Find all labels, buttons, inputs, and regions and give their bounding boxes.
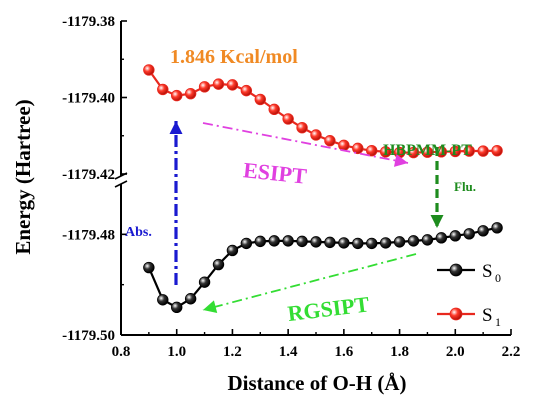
- data-point-S0: [282, 235, 294, 247]
- data-point-S1: [477, 145, 489, 157]
- data-point-S1: [226, 79, 239, 91]
- data-point-S1: [157, 83, 169, 96]
- x-tick-label: 1.2: [223, 344, 242, 360]
- rgsipt-arrow: [202, 253, 417, 311]
- y-tick-label: -1179.48: [62, 227, 115, 243]
- data-point-S0: [421, 234, 434, 246]
- legend-marker: [449, 307, 463, 321]
- data-point-S1: [463, 145, 475, 157]
- data-point-S1: [421, 146, 434, 158]
- legend-label-subscript: 0: [495, 271, 501, 285]
- data-point-S1: [268, 103, 280, 116]
- esipt-arrow-head: [393, 154, 408, 167]
- legend: S 0S 1: [437, 261, 501, 329]
- y-tick-label: -1179.42: [62, 167, 115, 183]
- axis-break-mark: [114, 180, 128, 188]
- data-point-S0: [352, 237, 364, 250]
- absorption-arrow-head: [169, 121, 183, 134]
- y-tick-label: -1179.40: [62, 91, 115, 107]
- data-point-S1: [296, 122, 308, 134]
- data-point-S0: [435, 232, 448, 244]
- x-tick-label: 1.8: [390, 344, 409, 360]
- data-point-S0: [379, 237, 392, 249]
- data-point-S0: [171, 301, 183, 314]
- data-point-S0: [268, 235, 280, 247]
- esipt-arrow: [202, 122, 409, 164]
- annotation-rgsipt: RGSIPT: [286, 291, 371, 326]
- data-point-S0: [463, 228, 475, 240]
- data-point-S0: [198, 276, 211, 288]
- data-point-S1: [198, 81, 211, 93]
- data-point-S1: [282, 113, 294, 125]
- data-point-S1: [212, 78, 225, 90]
- data-point-S1: [324, 135, 336, 147]
- data-point-S0: [366, 237, 378, 250]
- data-point-S0: [212, 258, 225, 271]
- data-point-S0: [310, 236, 322, 248]
- data-point-S0: [393, 236, 406, 248]
- rgsipt-arrow-head: [203, 300, 218, 313]
- annotation-barrier: 1.846 Kcal/mol: [170, 46, 298, 68]
- data-point-S1: [491, 144, 503, 157]
- data-point-S1: [338, 139, 350, 152]
- data-point-S1: [449, 145, 461, 158]
- legend-label-subscript: 1: [495, 315, 501, 329]
- data-point-S1: [184, 87, 197, 100]
- data-point-S0: [157, 294, 169, 306]
- annotation-abs: Abs.: [125, 225, 152, 240]
- y-axis-label: Energy (Hartree): [11, 99, 35, 254]
- annotation-hbpmm: HBPMM-PT: [383, 142, 472, 159]
- data-point-S0: [254, 235, 266, 248]
- data-point-S1: [366, 144, 378, 157]
- data-point-S0: [240, 237, 253, 250]
- data-point-S0: [449, 230, 461, 242]
- data-point-S0: [143, 261, 155, 274]
- fluorescence-arrow-head: [430, 215, 444, 228]
- x-tick-label: 0.8: [112, 344, 131, 360]
- annotations: 1.846 Kcal/mol HBPMM-PT ESIPT RGSIPT Abs. Flu…: [125, 46, 476, 326]
- legend-label: S: [482, 305, 493, 326]
- data-point-S1: [143, 64, 155, 76]
- data-point-S0: [226, 244, 239, 257]
- y-tick-label: -1179.38: [62, 14, 115, 30]
- x-tick-label: 2.0: [446, 344, 465, 360]
- data-point-S0: [477, 225, 489, 237]
- legend-marker: [449, 263, 463, 277]
- data-point-S0: [296, 235, 308, 248]
- x-tick-label: 1.4: [279, 344, 298, 360]
- data-point-S1: [254, 93, 266, 106]
- data-point-S1: [310, 129, 322, 141]
- data-point-S0: [338, 237, 350, 249]
- data-point-S0: [184, 293, 197, 305]
- data-point-S1: [352, 142, 364, 155]
- data-point-S1: [171, 89, 183, 102]
- series-layer: [143, 64, 503, 314]
- y-tick-label: -1179.50: [62, 328, 115, 344]
- data-point-S1: [379, 146, 392, 158]
- x-axis-label: Distance of O-H (Å): [227, 371, 406, 395]
- axes: 0.8 1.0 1.2 1.4 1.6 1.8 2.0 2.2 -1179.38 -1179.40…: [62, 14, 520, 360]
- data-point-S1: [240, 84, 253, 97]
- annotation-flu: Flu.: [454, 179, 476, 194]
- data-point-S1: [407, 146, 420, 159]
- x-tick-label: 1.0: [167, 344, 186, 360]
- data-point-S0: [407, 235, 420, 247]
- legend-label: S: [482, 261, 493, 282]
- data-point-S0: [324, 236, 336, 249]
- x-tick-label: 2.2: [502, 344, 521, 360]
- x-tick-label: 1.6: [334, 344, 353, 360]
- annotation-esipt: ESIPT: [242, 157, 308, 189]
- data-point-S0: [491, 222, 503, 234]
